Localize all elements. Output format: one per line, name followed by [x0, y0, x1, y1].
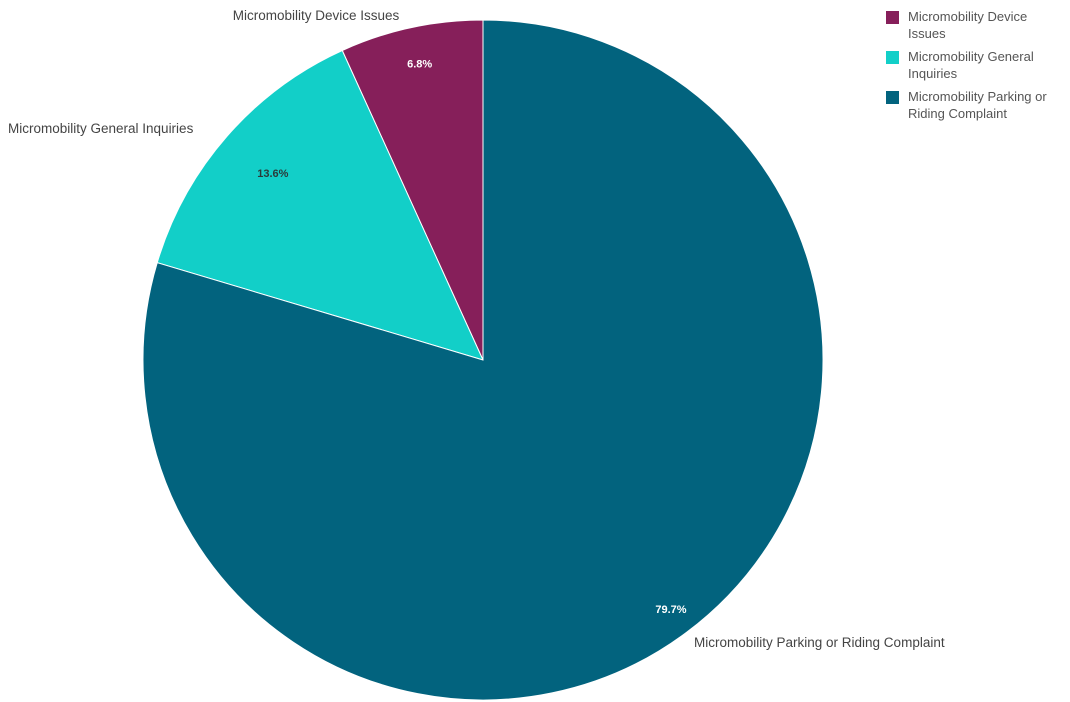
legend-swatch-general-inquiries — [886, 51, 899, 64]
pie-slice-general-inquiries[interactable] — [156, 49, 484, 361]
pie-slice-device-issues[interactable] — [341, 19, 484, 361]
legend-label-parking-riding: Micromobility Parking or Riding Complain… — [908, 89, 1047, 121]
percent-label-general-inquiries: 13.6% — [257, 168, 288, 180]
percent-label-parking-riding: 79.7% — [655, 604, 686, 616]
category-label-general-inquiries: Micromobility General Inquiries — [8, 121, 194, 136]
legend: Micromobility Device Issues Micromobilit… — [886, 8, 1066, 128]
category-label-parking-riding: Micromobility Parking or Riding Complain… — [694, 635, 945, 650]
pie-slices — [142, 19, 824, 701]
pie-slice-parking-riding[interactable] — [142, 19, 824, 701]
legend-item-general-inquiries[interactable]: Micromobility General Inquiries — [886, 48, 1066, 82]
percent-labels: 6.8% 13.6% 79.7% — [257, 59, 687, 616]
category-label-device-issues: Micromobility Device Issues — [233, 8, 400, 23]
percent-label-device-issues: 6.8% — [407, 59, 432, 71]
legend-label-device-issues: Micromobility Device Issues — [908, 9, 1028, 41]
legend-item-parking-riding[interactable]: Micromobility Parking or Riding Complain… — [886, 88, 1066, 122]
category-labels: Micromobility Device Issues Micromobility… — [8, 8, 945, 650]
legend-swatch-device-issues — [886, 11, 899, 24]
legend-swatch-parking-riding — [886, 91, 899, 104]
legend-item-device-issues[interactable]: Micromobility Device Issues — [886, 8, 1066, 42]
legend-label-general-inquiries: Micromobility General Inquiries — [908, 49, 1034, 81]
